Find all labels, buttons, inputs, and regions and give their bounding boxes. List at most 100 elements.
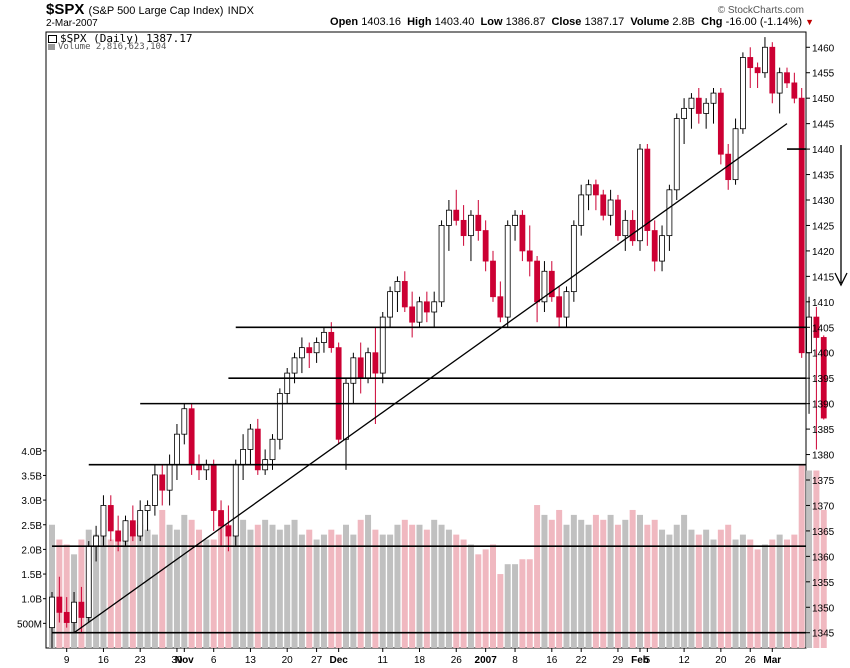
volume-bar xyxy=(196,529,202,648)
volume-bar xyxy=(820,509,827,648)
price-legend: $SPX (Daily) 1387.17 xyxy=(48,32,192,45)
volume-bar xyxy=(497,574,504,648)
candle-body xyxy=(85,545,92,618)
candle-body xyxy=(651,230,658,262)
candle-body xyxy=(159,474,166,491)
volume-bar xyxy=(431,519,438,648)
volume-bar xyxy=(710,539,717,648)
volume-bar xyxy=(776,534,783,648)
volume-bar xyxy=(475,554,482,648)
y-tick-label: 1430 xyxy=(812,196,835,207)
volume-bar xyxy=(232,534,239,648)
candle-body xyxy=(688,97,695,109)
y-tick-label: 1390 xyxy=(812,400,835,411)
volume-bar xyxy=(269,524,276,648)
candle-body xyxy=(122,520,129,542)
candle-body xyxy=(784,72,790,84)
x-tick-label: 2007 xyxy=(475,655,498,666)
candle-body xyxy=(416,301,423,323)
high-label: High xyxy=(407,16,432,28)
candle-body xyxy=(343,382,349,440)
candle-body xyxy=(225,525,232,537)
y-tick-label: 1420 xyxy=(812,247,835,258)
candle-body xyxy=(615,199,621,237)
volume-bar xyxy=(725,524,732,648)
candle-body xyxy=(291,357,298,374)
volume-bar xyxy=(93,534,100,648)
candle-body xyxy=(321,331,327,343)
candle-body xyxy=(644,148,651,231)
volume-bar xyxy=(166,524,173,648)
y-tick-label: 1425 xyxy=(812,221,835,232)
candle-body xyxy=(453,209,460,221)
volume-bar xyxy=(578,519,585,648)
candle-body xyxy=(284,372,291,394)
index-name: (S&P 500 Large Cap Index) xyxy=(88,5,224,17)
x-tick-label: 12 xyxy=(679,655,691,666)
close-label: Close xyxy=(551,16,582,28)
x-tick-label: 16 xyxy=(546,655,558,666)
price-legend-text: $SPX (Daily) 1387.17 xyxy=(60,32,193,45)
y-tick-label: 1410 xyxy=(812,298,835,309)
candle-body xyxy=(431,301,438,313)
y-tick-label: 1450 xyxy=(812,94,835,105)
volume-bar xyxy=(519,559,526,648)
x-tick-label: 18 xyxy=(414,655,426,666)
brand-logo: © StockCharts.com xyxy=(717,5,804,16)
candle-body xyxy=(438,225,445,303)
candle-body xyxy=(56,596,63,613)
candle-body xyxy=(769,46,776,94)
candle-body xyxy=(210,464,217,511)
y-tick-label: 1405 xyxy=(812,323,835,334)
volume-bar xyxy=(49,524,55,648)
vol-tick-label: 1.0B xyxy=(21,595,42,606)
candle-body xyxy=(740,57,746,130)
candle-body xyxy=(475,214,482,231)
candle-body xyxy=(78,601,85,618)
candle-body xyxy=(490,260,496,298)
volume-bar xyxy=(181,514,188,648)
candle-body xyxy=(556,296,563,318)
candle-body xyxy=(541,270,548,303)
volume-bar xyxy=(798,465,805,648)
candle-body xyxy=(423,301,430,313)
volume-bar xyxy=(659,529,666,648)
candle-body xyxy=(548,270,555,298)
candle-body xyxy=(137,510,144,537)
candle-body xyxy=(218,510,224,527)
volume-bar xyxy=(365,514,372,648)
low-value: 1386.87 xyxy=(505,16,546,28)
candle-body xyxy=(717,92,724,155)
candle-body xyxy=(806,316,812,354)
candle-body xyxy=(534,260,540,303)
candle-body xyxy=(798,97,805,354)
y-tick-label: 1355 xyxy=(812,578,835,589)
x-tick-label: Feb xyxy=(631,655,649,666)
volume-bar xyxy=(747,539,754,648)
candle-body xyxy=(151,474,158,506)
volume-bar xyxy=(276,529,283,648)
volume-bar xyxy=(512,564,519,648)
volume-bar xyxy=(306,529,313,648)
candle-body xyxy=(313,342,320,354)
candle-body xyxy=(71,601,77,623)
volume-bar xyxy=(629,509,636,648)
candle-body xyxy=(144,505,151,511)
candle-body xyxy=(174,433,180,466)
x-tick-label: 9 xyxy=(64,655,70,666)
volume-bar xyxy=(460,539,467,648)
candle-body xyxy=(460,219,467,237)
volume-bar xyxy=(394,524,401,648)
chg-value: -16.00 (-1.14%) xyxy=(725,16,803,28)
volume-bar xyxy=(144,529,151,648)
volume-bar xyxy=(482,549,489,648)
volume-bar xyxy=(703,529,710,648)
candle-body xyxy=(600,194,607,216)
volume-bar xyxy=(254,524,261,648)
candle-body xyxy=(276,393,283,440)
volume-bar xyxy=(592,514,599,648)
candle-body xyxy=(666,189,673,237)
volume-bar xyxy=(63,544,70,648)
vol-tick-label: 1.5B xyxy=(21,570,42,581)
